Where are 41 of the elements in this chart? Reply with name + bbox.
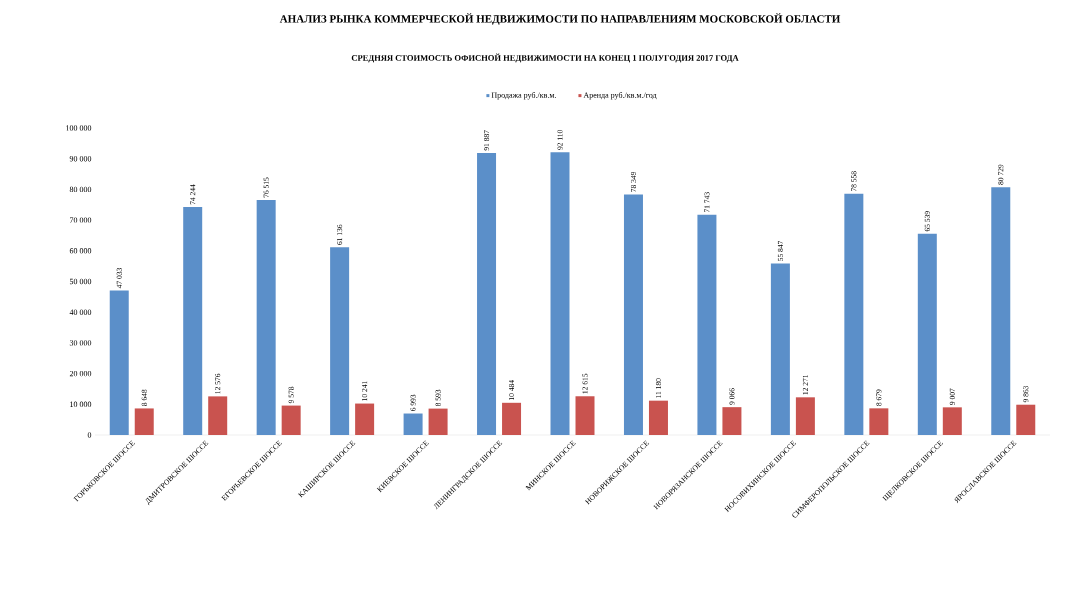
bar: [575, 396, 595, 435]
y-tick-label: 0: [87, 432, 92, 438]
bar: [991, 187, 1011, 435]
bar: [795, 397, 815, 435]
bar: [256, 200, 276, 435]
bar: [183, 207, 203, 435]
bar: [722, 407, 742, 435]
bar: [942, 407, 962, 435]
bar: [502, 402, 522, 435]
y-tick-label: 40 000: [69, 309, 92, 315]
bar: [477, 152, 497, 435]
y-tick-label: 60 000: [69, 248, 92, 254]
bar: [330, 247, 350, 435]
bar: [648, 400, 668, 435]
y-tick-label: 90 000: [69, 156, 92, 162]
y-tick-label: 10 000: [70, 401, 92, 407]
bar: [355, 403, 375, 435]
bar: [697, 214, 717, 435]
bar: [844, 193, 864, 435]
bar: [917, 233, 937, 435]
y-tick-label: 80 000: [69, 186, 92, 193]
bar: [869, 408, 889, 435]
chart-subtitle: СРЕДНЯЯ СТОИМОСТЬ ОФИСНОЙ НЕДВИЖИМОСТИ НА КОНЕЦ 1 ПОЛУГОДИЯ 2017 ГОДА: [351, 53, 739, 63]
bar: [623, 194, 643, 435]
y-tick-label: 30 000: [69, 340, 92, 346]
bar: [403, 413, 423, 435]
bar: [770, 263, 790, 435]
bar: [1016, 404, 1036, 435]
bar: [428, 408, 448, 435]
bar: [281, 405, 301, 435]
y-tick-label: 20 000: [69, 370, 92, 377]
bar: [550, 152, 570, 435]
bar: [208, 396, 228, 435]
bar: [109, 290, 129, 435]
y-tick-label: 70 000: [70, 217, 92, 223]
y-tick-label: 50 000: [69, 278, 92, 285]
chart-title: АНАЛИЗ РЫНКА КОММЕРЧЕСКОЙ НЕДВИЖИМОСТИ ПО НАПРАВЛЕНИЯМ МОСКОВСКОЙ ОБЛАСТИ: [279, 13, 841, 25]
y-tick-label: 100 000: [66, 125, 92, 131]
bar: [134, 408, 154, 435]
legend-label: Аренда руб./кв.м./год: [583, 92, 657, 100]
legend-label: Продажа руб./кв.м.: [491, 92, 556, 100]
